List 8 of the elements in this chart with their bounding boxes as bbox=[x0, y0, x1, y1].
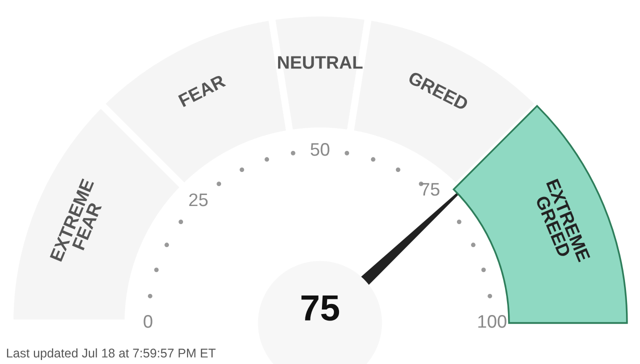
slice-label: NEUTRAL bbox=[278, 56, 363, 69]
text: 50 bbox=[310, 143, 330, 156]
text: 25 bbox=[189, 193, 208, 206]
text: 75 bbox=[301, 295, 340, 321]
text: 75 bbox=[420, 183, 440, 196]
text: Last updated Jul 18 at 7:59:57 PM ET bbox=[7, 348, 216, 360]
text: 100 bbox=[478, 315, 506, 328]
text: 0 bbox=[144, 315, 152, 328]
